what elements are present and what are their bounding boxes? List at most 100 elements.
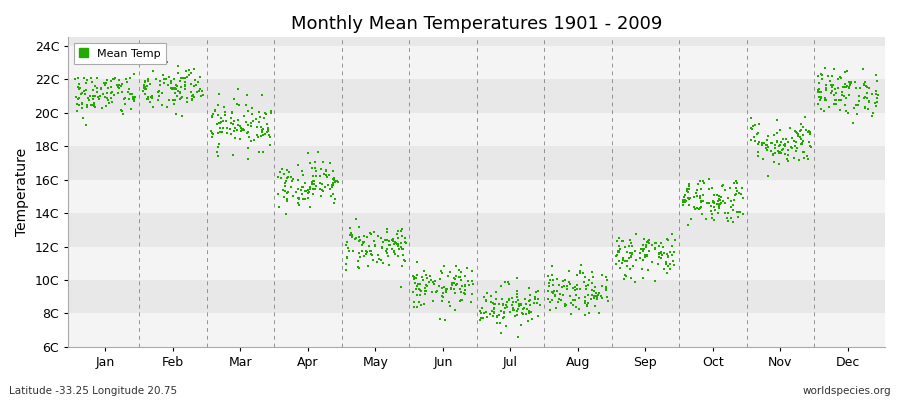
Point	[587, 292, 601, 299]
Point	[594, 293, 608, 300]
Point	[187, 94, 202, 100]
Point	[435, 297, 449, 304]
Point	[164, 78, 178, 84]
Point	[578, 274, 592, 280]
Point	[599, 274, 614, 280]
Point	[857, 94, 871, 101]
Point	[706, 198, 721, 204]
Point	[314, 166, 328, 172]
Point	[328, 178, 343, 184]
Point	[865, 112, 879, 119]
Point	[648, 240, 662, 246]
Point	[587, 288, 601, 295]
Point	[407, 275, 421, 282]
Point	[801, 128, 815, 135]
Point	[77, 87, 92, 94]
Point	[544, 262, 559, 269]
Point	[211, 101, 225, 108]
Point	[474, 315, 489, 322]
Point	[812, 89, 826, 96]
Point	[72, 102, 86, 109]
Point	[541, 296, 555, 302]
Point	[499, 301, 513, 308]
Point	[796, 132, 811, 138]
Point	[102, 100, 116, 106]
Point	[826, 81, 841, 88]
Point	[706, 200, 721, 206]
Point	[87, 93, 102, 99]
Point	[122, 95, 137, 102]
Point	[301, 190, 315, 196]
Point	[716, 198, 730, 204]
Point	[634, 246, 648, 252]
Point	[662, 254, 676, 260]
Point	[413, 281, 428, 287]
Point	[446, 282, 460, 288]
Point	[326, 168, 340, 174]
Point	[411, 286, 426, 292]
Point	[642, 237, 656, 244]
Point	[127, 71, 141, 78]
Point	[519, 301, 534, 308]
Point	[233, 123, 248, 130]
Point	[492, 320, 507, 326]
Point	[838, 81, 852, 87]
Point	[159, 59, 174, 65]
Point	[436, 262, 451, 269]
Point	[140, 78, 155, 84]
Point	[138, 84, 152, 90]
Point	[291, 200, 305, 206]
Point	[516, 306, 530, 312]
Point	[171, 88, 185, 94]
Point	[367, 229, 382, 236]
Bar	[68, 79, 885, 113]
Point	[439, 286, 454, 292]
Point	[447, 280, 462, 286]
Point	[725, 202, 740, 208]
Point	[211, 152, 225, 159]
Point	[101, 85, 115, 91]
Point	[429, 288, 444, 294]
Point	[343, 232, 357, 238]
Point	[481, 314, 495, 321]
Point	[340, 254, 355, 261]
Point	[239, 130, 254, 136]
Point	[760, 137, 774, 143]
Point	[641, 267, 655, 274]
Point	[559, 302, 573, 308]
Point	[99, 103, 113, 109]
Point	[245, 110, 259, 117]
Point	[696, 198, 710, 204]
Point	[487, 309, 501, 315]
Point	[623, 249, 637, 256]
Point	[732, 190, 746, 196]
Point	[357, 232, 372, 239]
Point	[148, 76, 163, 82]
Bar	[68, 280, 885, 314]
Point	[173, 78, 187, 84]
Point	[840, 82, 854, 89]
Point	[382, 238, 396, 244]
Point	[479, 298, 493, 304]
Point	[303, 183, 318, 190]
Point	[484, 299, 499, 306]
Point	[781, 147, 796, 153]
Point	[681, 181, 696, 188]
Point	[817, 108, 832, 114]
Point	[710, 192, 724, 198]
Point	[380, 245, 394, 252]
Point	[689, 193, 704, 200]
Point	[487, 306, 501, 312]
Point	[179, 74, 194, 80]
Point	[86, 100, 101, 106]
Point	[578, 299, 592, 306]
Point	[281, 188, 295, 195]
Point	[203, 128, 218, 134]
Point	[531, 296, 545, 302]
Point	[568, 287, 582, 293]
Point	[137, 85, 151, 91]
Point	[791, 133, 806, 140]
Point	[825, 88, 840, 94]
Point	[796, 124, 811, 130]
Point	[76, 115, 91, 121]
